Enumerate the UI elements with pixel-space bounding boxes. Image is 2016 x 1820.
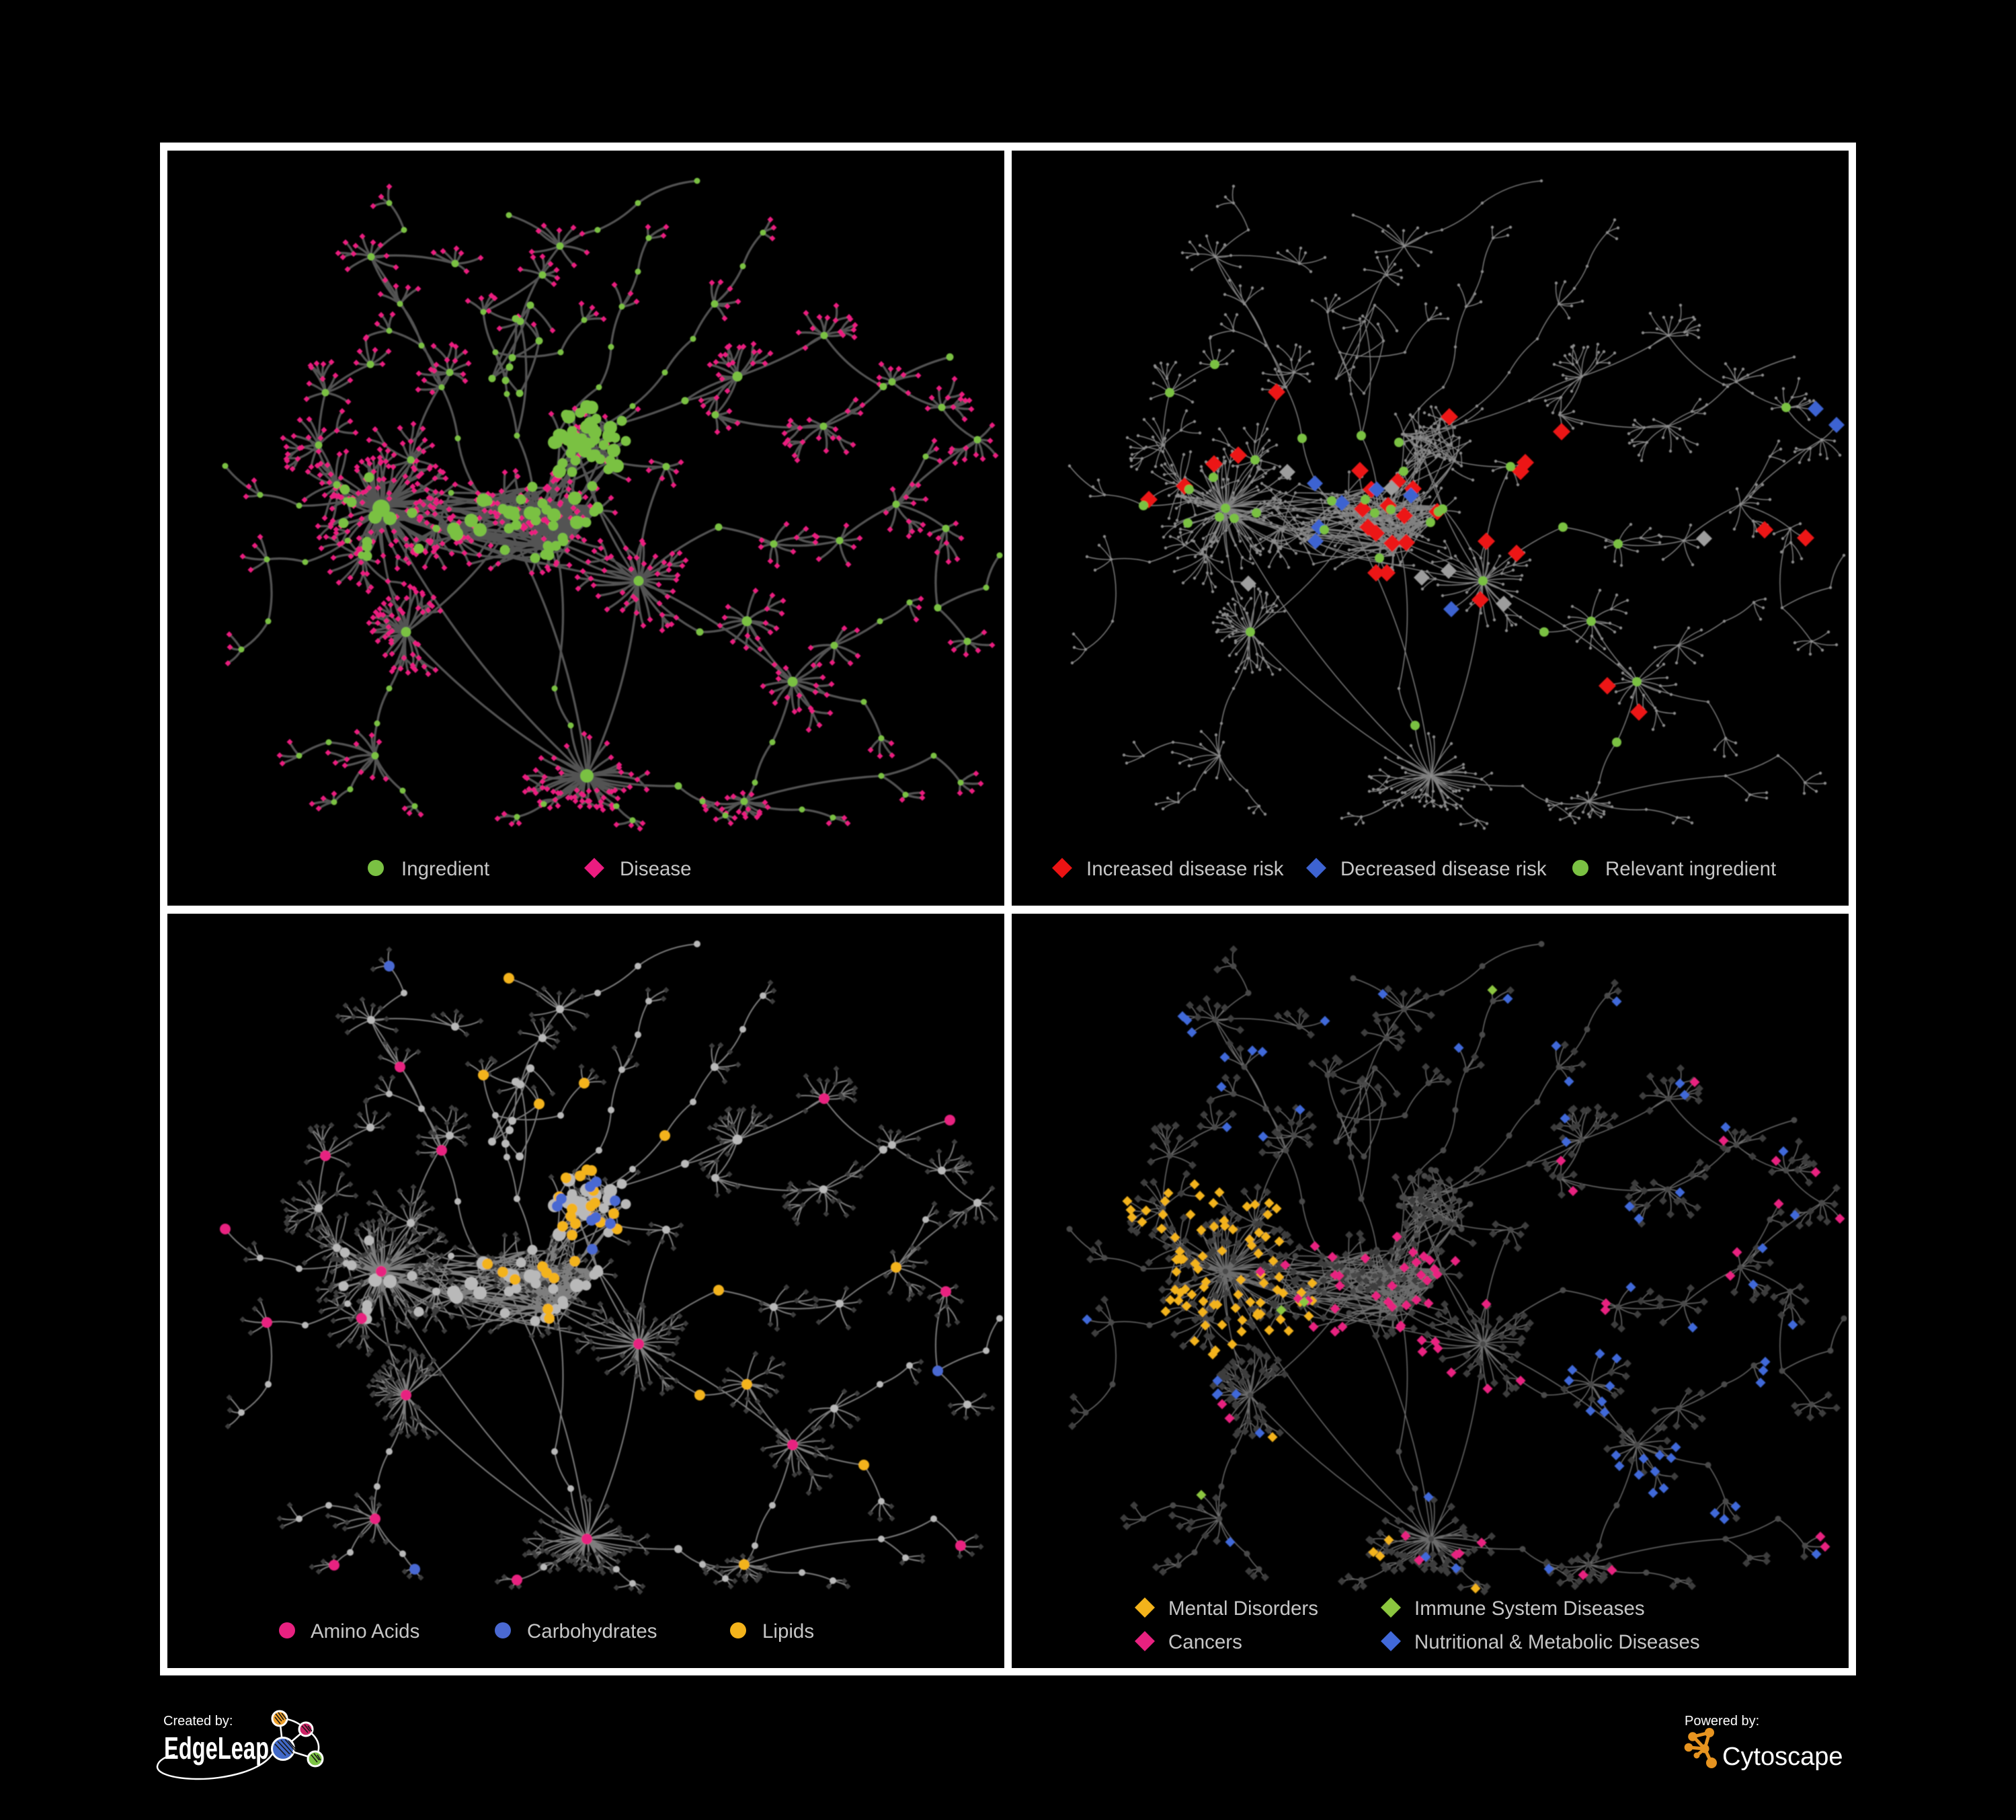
svg-text:Nutritional & Metabolic Diseas: Nutritional & Metabolic Diseases xyxy=(1414,1631,1700,1653)
svg-text:Relevant ingredient: Relevant ingredient xyxy=(1605,858,1776,880)
svg-text:Powered by:: Powered by: xyxy=(1685,1714,1759,1729)
svg-text:Lipids: Lipids xyxy=(762,1620,814,1643)
svg-text:Carbohydrates: Carbohydrates xyxy=(527,1620,657,1643)
svg-text:Disease: Disease xyxy=(620,858,692,880)
svg-text:Created by:: Created by: xyxy=(163,1714,233,1729)
svg-text:Cytoscape: Cytoscape xyxy=(1722,1743,1843,1771)
svg-text:Increased disease risk: Increased disease risk xyxy=(1086,858,1284,880)
svg-text:Decreased disease risk: Decreased disease risk xyxy=(1340,858,1547,880)
svg-text:Amino Acids: Amino Acids xyxy=(311,1620,419,1643)
svg-text:Ingredient: Ingredient xyxy=(401,858,489,880)
svg-text:Cancers: Cancers xyxy=(1168,1631,1242,1653)
svg-text:Mental Disorders: Mental Disorders xyxy=(1168,1597,1318,1620)
svg-text:EdgeLeap: EdgeLeap xyxy=(164,1732,269,1766)
svg-text:Immune System Diseases: Immune System Diseases xyxy=(1414,1597,1645,1620)
